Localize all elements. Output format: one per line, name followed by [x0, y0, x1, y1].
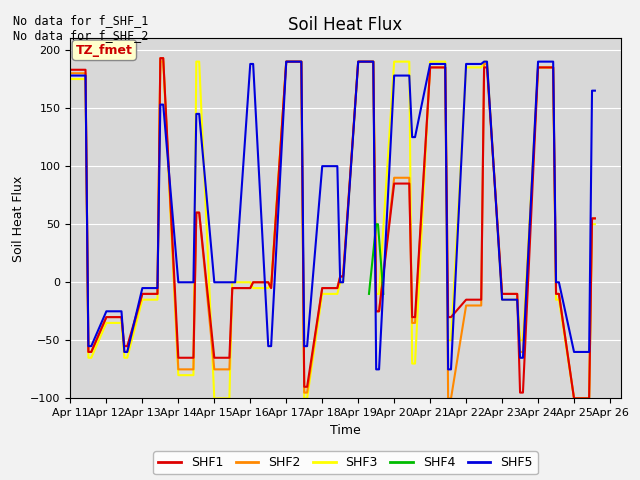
- Y-axis label: Soil Heat Flux: Soil Heat Flux: [12, 175, 25, 262]
- Legend: SHF1, SHF2, SHF3, SHF4, SHF5: SHF1, SHF2, SHF3, SHF4, SHF5: [154, 452, 538, 474]
- X-axis label: Time: Time: [330, 424, 361, 437]
- Title: Soil Heat Flux: Soil Heat Flux: [289, 16, 403, 34]
- Text: No data for f_SHF_1
No data for f_SHF_2: No data for f_SHF_1 No data for f_SHF_2: [13, 14, 148, 42]
- Text: TZ_fmet: TZ_fmet: [76, 44, 132, 57]
